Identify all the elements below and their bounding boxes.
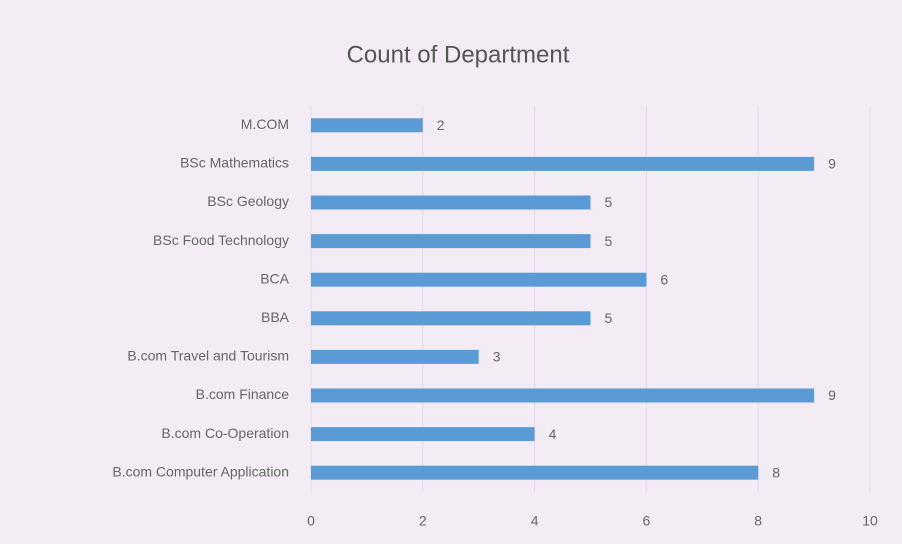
data-label: 2 xyxy=(437,117,445,133)
y-tick-label: B.com Finance xyxy=(196,386,290,402)
bar xyxy=(311,195,591,210)
data-label: 9 xyxy=(828,387,836,403)
y-tick-label: M.COM xyxy=(241,116,289,132)
data-label: 9 xyxy=(828,156,836,172)
data-label: 3 xyxy=(493,349,501,365)
bar xyxy=(311,349,479,364)
bar xyxy=(311,234,591,249)
data-label: 5 xyxy=(605,194,613,210)
y-tick-label: BSc Mathematics xyxy=(180,155,289,171)
bar xyxy=(311,427,535,442)
data-label: 5 xyxy=(605,233,613,249)
bar xyxy=(311,465,759,480)
y-tick-label: BBA xyxy=(261,309,290,325)
x-tick-label: 8 xyxy=(754,513,762,529)
bar xyxy=(311,388,815,403)
bar xyxy=(311,156,815,171)
x-tick-label: 2 xyxy=(419,513,427,529)
data-label: 5 xyxy=(605,310,613,326)
bar xyxy=(311,118,423,133)
chart-title: Count of Department xyxy=(347,41,570,68)
y-tick-label: BSc Food Technology xyxy=(153,232,289,248)
y-tick-label: B.com Co-Operation xyxy=(161,425,289,441)
x-tick-label: 10 xyxy=(862,513,878,529)
y-tick-label: B.com Computer Application xyxy=(112,463,289,479)
x-tick-label: 6 xyxy=(643,513,651,529)
data-label: 6 xyxy=(660,271,668,287)
x-tick-label: 4 xyxy=(531,513,539,529)
bar xyxy=(311,272,647,287)
x-tick-label: 0 xyxy=(307,513,315,529)
data-label: 4 xyxy=(549,426,557,442)
data-label: 8 xyxy=(772,464,780,480)
y-tick-label: BSc Geology xyxy=(207,193,289,209)
y-tick-label: B.com Travel and Tourism xyxy=(127,348,289,364)
y-tick-label: BCA xyxy=(260,270,289,286)
bar xyxy=(311,311,591,326)
